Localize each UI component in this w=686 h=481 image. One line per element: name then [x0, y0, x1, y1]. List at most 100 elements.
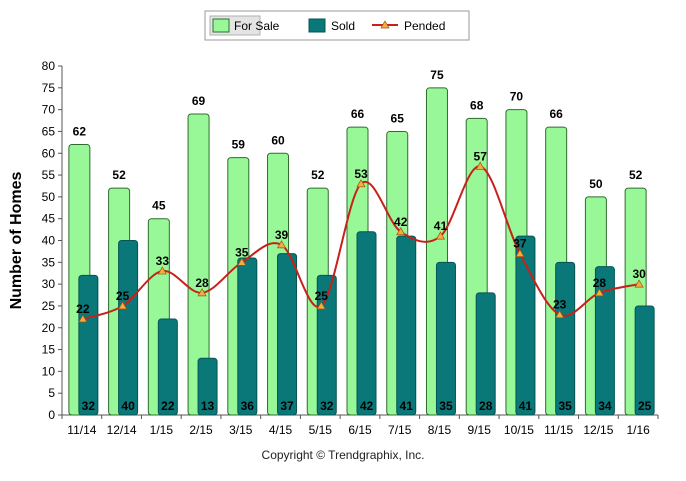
legend-marker-pended: [380, 20, 390, 29]
x-tick-label: 6/15: [348, 423, 372, 437]
x-tick-label: 12/15: [583, 423, 613, 437]
data-label-sold: 35: [439, 399, 453, 413]
pended-marker: [78, 314, 88, 323]
bar-sold: [78, 274, 99, 416]
data-label-pended: 25: [116, 289, 130, 303]
bar-sold: [594, 266, 615, 416]
y-tick-label: 15: [42, 343, 56, 357]
y-tick-label: 45: [42, 212, 56, 226]
data-label-pended: 30: [632, 267, 646, 281]
y-tick-label: 70: [42, 103, 56, 117]
pended-marker: [435, 231, 446, 240]
data-label-for-sale: 65: [391, 111, 405, 125]
data-label-for-sale: 70: [510, 90, 524, 104]
y-tick-label: 20: [42, 321, 56, 335]
bar-sold: [356, 231, 377, 416]
y-tick-label: 0: [48, 408, 55, 422]
data-label-sold: 42: [360, 399, 374, 413]
pended-marker: [555, 309, 565, 319]
data-label-sold: 41: [400, 399, 414, 413]
bar-for-sale: [187, 113, 210, 416]
data-label-pended: 22: [76, 302, 90, 316]
y-tick-label: 65: [42, 124, 56, 138]
data-label-pended: 42: [394, 215, 408, 229]
data-label-for-sale: 52: [311, 168, 325, 182]
x-tick-label: 4/15: [269, 423, 293, 437]
x-tick-label: 1/16: [626, 423, 650, 437]
bar-sold: [634, 305, 655, 416]
x-tick-label: 5/15: [309, 423, 333, 437]
data-label-pended: 33: [156, 254, 170, 268]
y-tick-label: 60: [42, 146, 56, 160]
y-tick-label: 30: [42, 277, 56, 291]
pended-marker: [594, 288, 605, 297]
data-label-pended: 28: [593, 276, 607, 290]
data-label-sold: 37: [280, 399, 294, 413]
bar-sold: [237, 257, 258, 416]
y-axis-title: Number of Homes: [8, 172, 25, 310]
pended-marker: [237, 257, 247, 266]
data-label-pended: 37: [513, 237, 527, 251]
legend-label-for-sale: For Sale: [234, 19, 280, 33]
x-tick-label: 1/15: [150, 423, 174, 437]
pended-marker: [515, 248, 525, 257]
bar-sold: [316, 274, 337, 416]
bar-sold: [435, 261, 456, 416]
pended-marker: [117, 301, 128, 310]
x-tick-label: 8/15: [428, 423, 452, 437]
y-tick-label: 75: [42, 81, 56, 95]
y-tick-label: 5: [48, 386, 55, 400]
data-label-pended: 53: [354, 167, 368, 181]
data-label-sold: 32: [82, 399, 96, 413]
bar-sold: [515, 235, 536, 416]
legend-swatch-for-sale: [212, 18, 230, 33]
pended-marker: [396, 227, 406, 236]
y-tick-label: 25: [42, 299, 56, 313]
data-label-sold: 36: [241, 399, 255, 413]
pended-marker: [356, 179, 366, 188]
x-tick-label: 11/15: [544, 423, 573, 437]
data-label-pended: 25: [315, 289, 329, 303]
data-label-sold: 34: [598, 399, 612, 413]
data-label-sold: 32: [320, 399, 334, 413]
data-label-sold: 41: [519, 399, 533, 413]
legend-label-pended: Pended: [404, 19, 445, 33]
data-label-for-sale: 66: [351, 107, 365, 121]
pended-marker: [475, 161, 485, 170]
axes: 0 5 10 15 20 25 30 35 40 45 50 55 60 65 70 75 80 Number o…: [8, 59, 659, 437]
data-label-pended: 39: [275, 228, 289, 242]
copyright-text: Copyright © Trendgraphix, Inc.: [261, 448, 425, 462]
data-labels: 62 32 52 40 45 22 69 13 59 36 60 37 52 32 66 42 65 41 75 35…: [73, 68, 652, 413]
pended-marker: [634, 279, 644, 288]
pended-line: [78, 161, 644, 323]
data-label-for-sale: 52: [629, 168, 643, 182]
data-label-sold: 35: [558, 399, 572, 413]
data-label-sold: 22: [161, 399, 175, 413]
bar-sold: [197, 357, 218, 416]
data-label-for-sale: 59: [232, 138, 246, 152]
data-label-sold: 40: [121, 399, 135, 413]
x-tick-label: 11/14: [67, 423, 96, 437]
y-tick-label: 40: [42, 234, 56, 248]
data-label-pended: 35: [235, 245, 249, 259]
data-label-sold: 25: [638, 399, 652, 413]
pended-marker: [316, 301, 326, 310]
data-label-pended: 57: [474, 149, 488, 163]
y-tick-label: 80: [42, 59, 56, 73]
data-label-sold: 28: [479, 399, 493, 413]
bar-sold: [475, 292, 496, 416]
bar-sold: [555, 261, 576, 416]
data-label-for-sale: 60: [271, 133, 285, 147]
pended-marker: [157, 266, 167, 275]
bar-sold: [118, 240, 139, 416]
data-label-for-sale: 52: [112, 168, 126, 182]
y-tick-label: 10: [42, 364, 56, 378]
x-tick-label: 12/14: [107, 423, 137, 437]
bar-sold: [277, 253, 298, 416]
x-tick-label: 9/15: [468, 423, 492, 437]
pended-marker: [197, 288, 207, 297]
bar-sold: [157, 318, 178, 416]
bar-sold: [396, 235, 417, 416]
x-tick-label: 3/15: [229, 423, 253, 437]
